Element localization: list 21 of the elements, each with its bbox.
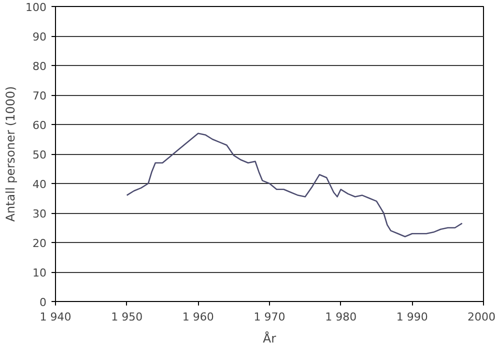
x-tick-label: 1 950	[111, 310, 143, 324]
x-tick-label: 1 990	[396, 310, 428, 324]
x-tick-label: 1 960	[182, 310, 214, 324]
y-tick-label: 70	[32, 90, 47, 102]
line-series	[126, 132, 463, 238]
y-tick-label: 50	[32, 148, 47, 162]
x-axis-title: År	[262, 330, 276, 346]
y-tick-label: 30	[32, 208, 47, 220]
y-tick-label: 0	[40, 296, 46, 309]
x-tick-label: 1 970	[254, 310, 286, 324]
y-axis-title: Antall personer (1000)	[4, 86, 18, 222]
y-tick-label: 90	[32, 30, 47, 44]
y-tick-label: 40	[32, 178, 47, 191]
y-tick-label: 10	[32, 266, 47, 280]
y-tick-label: 20	[32, 237, 47, 250]
x-tick-label: 2000	[468, 310, 495, 324]
y-tick-label: 100	[26, 1, 47, 14]
x-tick-label: 1 940	[40, 310, 72, 324]
y-tick-label: 60	[32, 119, 47, 132]
y-tick-label: 80	[32, 60, 47, 73]
x-tick-label: 1 980	[325, 310, 357, 324]
